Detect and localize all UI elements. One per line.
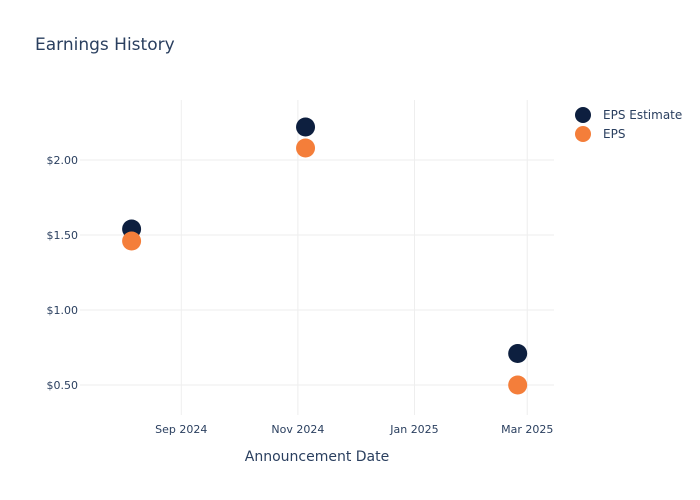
data-point-eps[interactable] [296,138,316,158]
legend[interactable]: EPS Estimate EPS [575,107,682,142]
x-axis-ticks: Sep 2024 Nov 2024 Jan 2025 Mar 2025 [155,423,553,436]
legend-item-eps-estimate[interactable]: EPS Estimate [575,107,682,123]
legend-marker [575,126,591,142]
data-point-eps[interactable] [508,375,528,395]
data-point-eps-estimate[interactable] [296,117,316,137]
x-tick-label: Jan 2025 [389,423,438,436]
legend-item-eps[interactable]: EPS [575,126,625,142]
y-tick-label: $2.00 [47,154,79,167]
data-point-eps-estimate[interactable] [508,344,528,363]
x-axis-title: Announcement Date [245,449,389,465]
x-tick-label: Nov 2024 [271,423,324,436]
grid [80,100,554,415]
y-tick-label: $1.50 [47,229,79,242]
x-tick-label: Sep 2024 [155,423,207,436]
chart-title: Earnings History [35,35,175,55]
y-axis-ticks: $0.50 $1.00 $1.50 $2.00 [47,154,79,392]
legend-label: EPS Estimate [603,108,682,122]
y-tick-label: $1.00 [47,304,79,317]
data-points [122,117,528,395]
legend-label: EPS [603,127,625,141]
x-tick-label: Mar 2025 [501,423,553,436]
legend-marker [575,107,591,123]
y-tick-label: $0.50 [47,379,79,392]
data-point-eps[interactable] [122,231,142,251]
